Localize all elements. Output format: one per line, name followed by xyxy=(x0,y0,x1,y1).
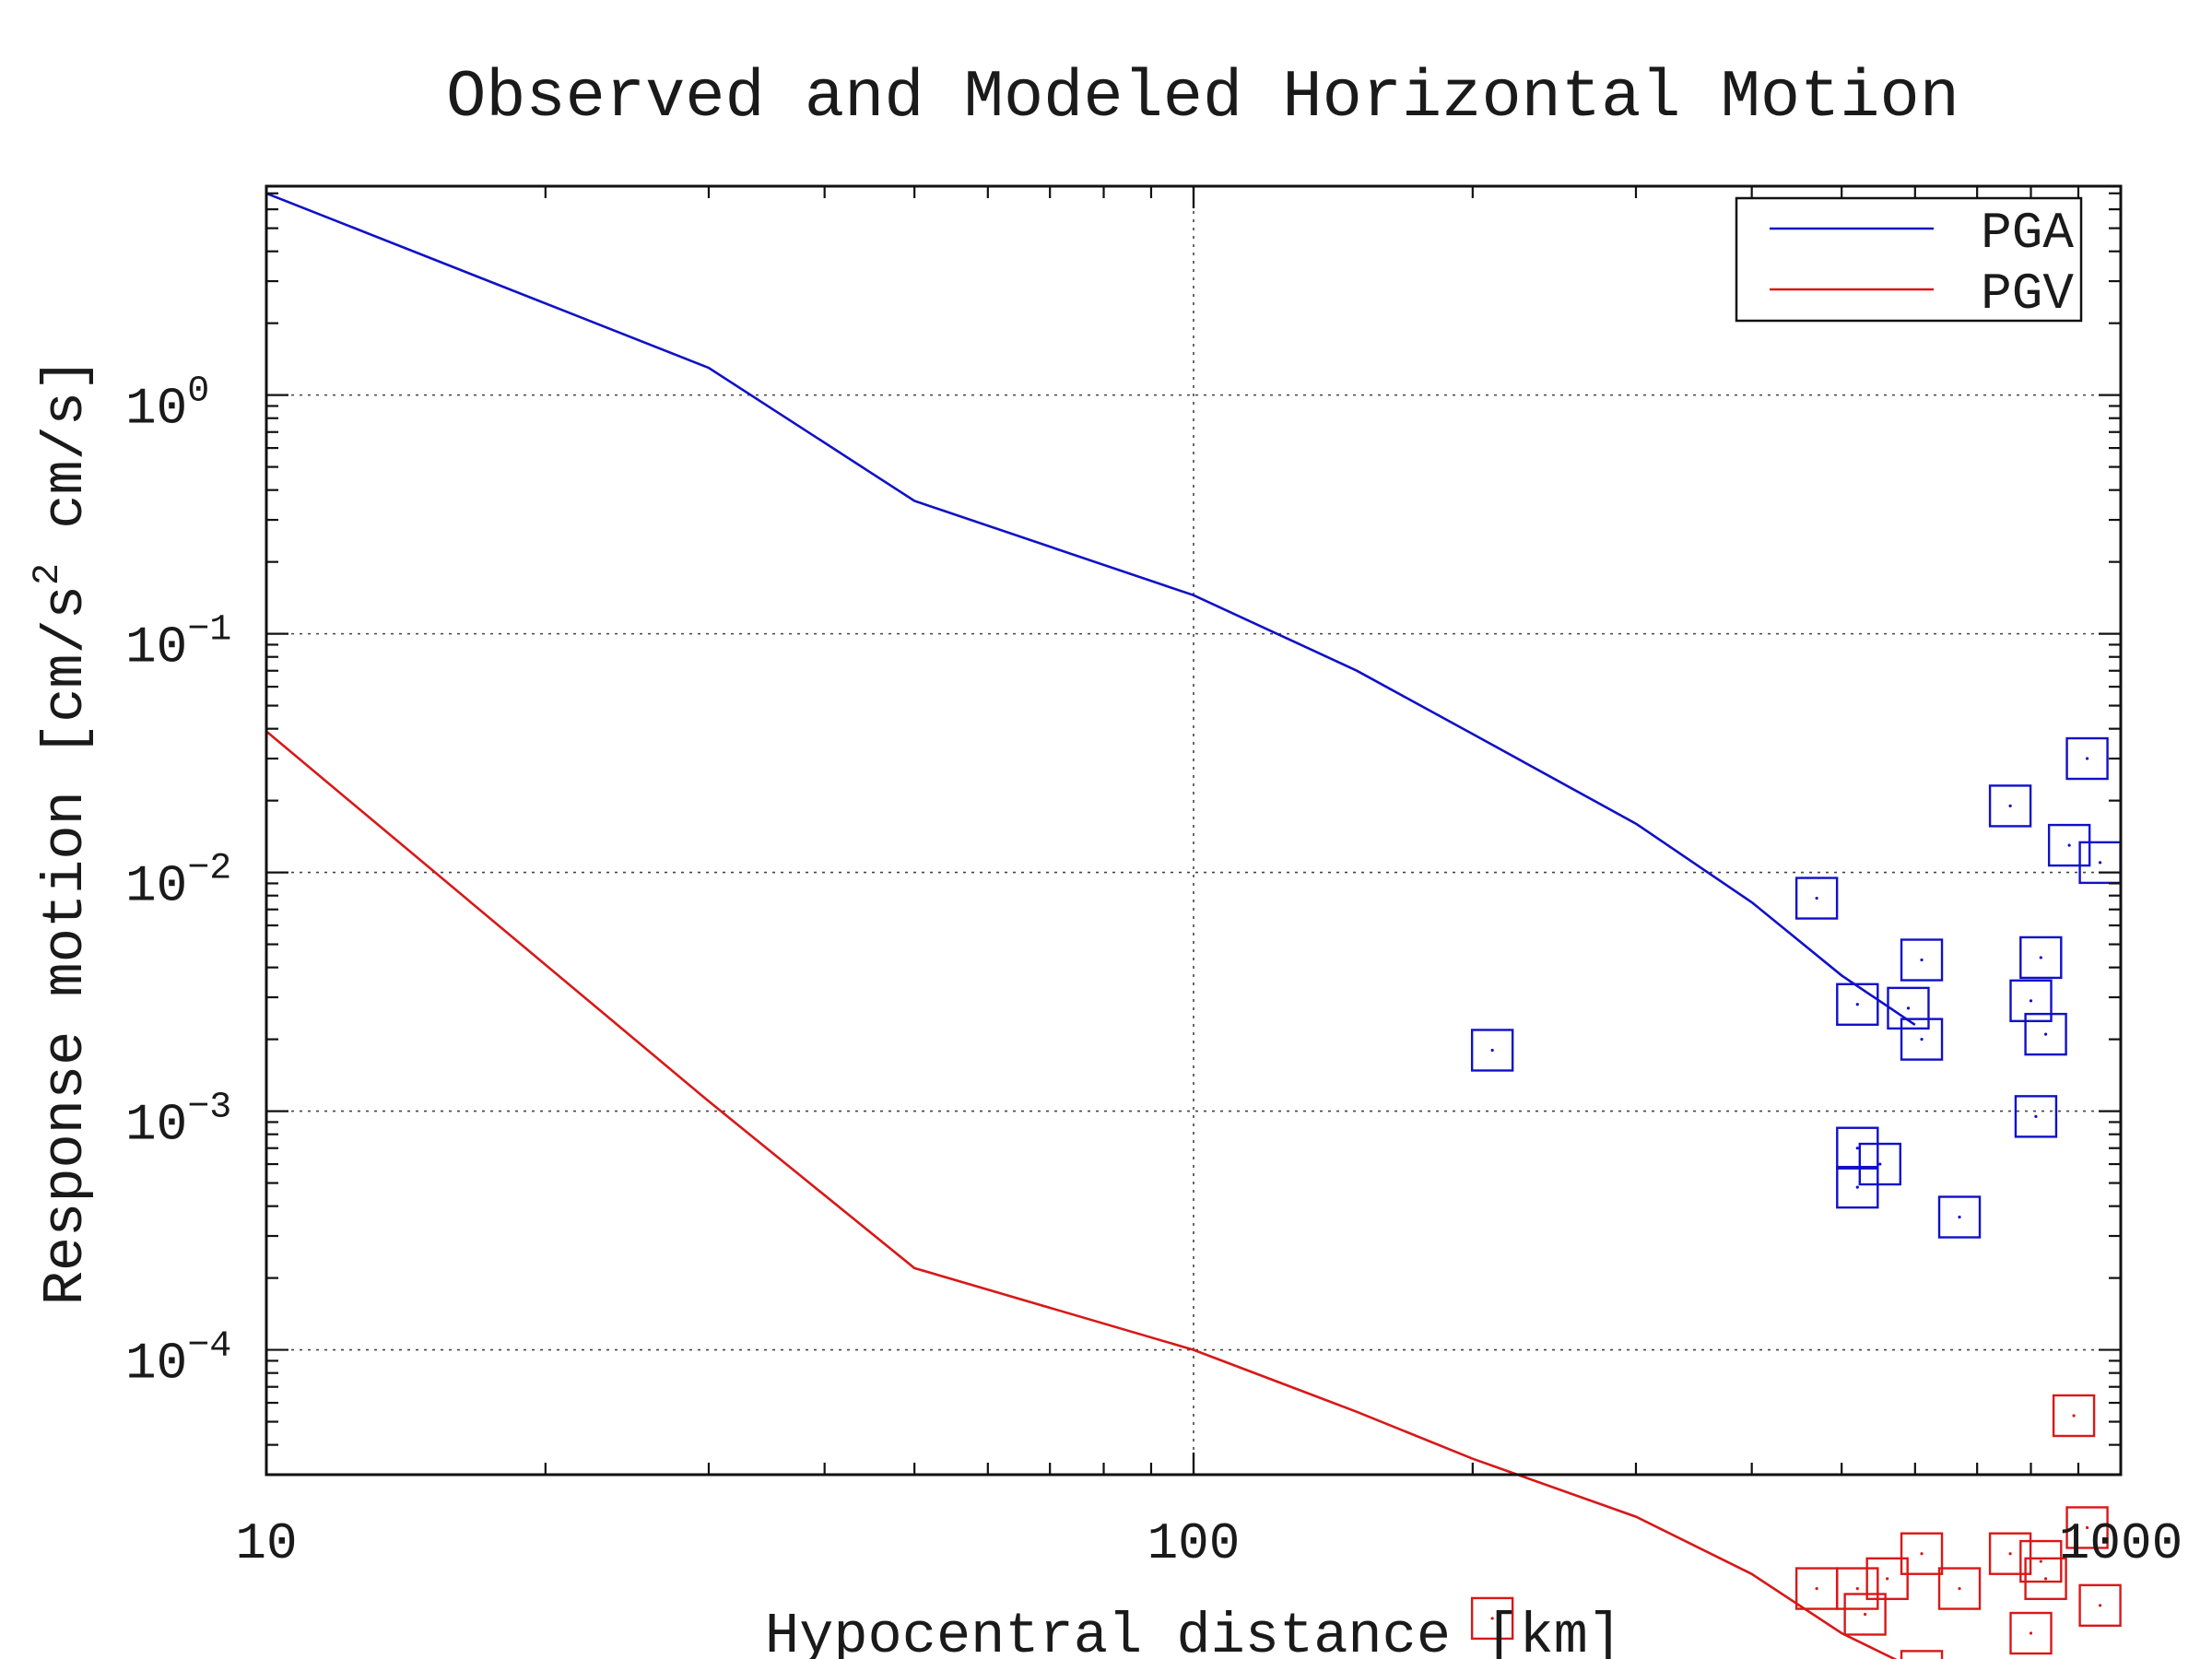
y-tick-exponent: −1 xyxy=(187,610,231,652)
data-point-center-pgv xyxy=(1490,1617,1494,1620)
data-point-pgv xyxy=(1843,1593,1887,1636)
data-point-center-pga xyxy=(1920,958,1924,962)
y-tick-label: 10−2 xyxy=(125,849,231,916)
y-tick-base: 10 xyxy=(125,1096,187,1155)
data-point-pga xyxy=(2065,736,2109,781)
y-tick-base: 10 xyxy=(125,618,187,677)
data-point-center-pga xyxy=(1490,1048,1494,1053)
data-point-pgv xyxy=(2065,1506,2109,1549)
data-point-center-pga xyxy=(2098,861,2102,865)
data-point-pga xyxy=(1858,1142,1902,1186)
legend-label-pgv: PGV xyxy=(1981,265,2074,324)
data-point-center-pgv xyxy=(1815,1586,1818,1591)
y-tick-base: 10 xyxy=(125,1335,187,1394)
legend-box xyxy=(1735,196,2083,323)
data-point-pga xyxy=(2019,935,2063,980)
data-point-center-pga xyxy=(2029,999,2033,1003)
y-tick-base: 10 xyxy=(125,857,187,916)
data-point-pga xyxy=(1900,1018,1944,1061)
data-point-center-pgv xyxy=(2085,1525,2089,1530)
x-tick-label: 1000 xyxy=(2059,1514,2183,1573)
data-point-pgv xyxy=(1836,1567,1879,1610)
data-point-pga xyxy=(1836,982,1879,1026)
data-point-pga xyxy=(1887,986,1930,1030)
data-point-pgv xyxy=(2009,1611,2053,1655)
data-point-pgv xyxy=(1865,1557,1909,1601)
data-point-pga xyxy=(1470,1029,1514,1072)
gridlines xyxy=(266,186,2121,1475)
y-tick-exponent: 0 xyxy=(187,371,209,413)
data-point-center-pga xyxy=(1906,1006,1911,1010)
y-tick-label: 10−4 xyxy=(125,1326,231,1394)
data-point-center-pgv xyxy=(1958,1586,1961,1591)
data-point-pgv xyxy=(2019,1539,2063,1583)
y-tick-exponent: −4 xyxy=(187,1326,231,1368)
data-point-center-pgv xyxy=(2039,1559,2042,1563)
data-point-pgv xyxy=(1988,1532,2032,1575)
data-point-pga xyxy=(1937,1195,1982,1239)
data-point-center-pgv xyxy=(2098,1604,2102,1607)
data-point-pga xyxy=(2024,1012,2067,1056)
y-axis-label-main: Response motion [cm/s xyxy=(33,585,99,1305)
data-point-center-pga xyxy=(1920,1038,1924,1041)
data-point-center-pgv xyxy=(2029,1631,2033,1635)
data-point-center-pgv xyxy=(2008,1552,2012,1556)
data-point-center-pga xyxy=(2008,804,2012,808)
data-point-center-pgv xyxy=(2072,1414,2076,1418)
data-point-center-pgv xyxy=(1855,1586,1859,1591)
data-point-center-pga xyxy=(2039,956,2042,959)
y-tick-label: 10−3 xyxy=(125,1088,231,1155)
data-point-center-pga xyxy=(1878,1162,1882,1166)
data-point-pgv xyxy=(2052,1394,2096,1438)
y-axis-label-suffix: cm/s] xyxy=(33,358,99,563)
data-point-pga xyxy=(1794,877,1839,920)
data-point-center-pga xyxy=(1855,1003,1859,1006)
x-tick-label: 100 xyxy=(1147,1514,1241,1573)
x-tick-label: 10 xyxy=(235,1514,297,1573)
data-point-center-pgv xyxy=(1864,1612,1867,1617)
y-tick-exponent: −2 xyxy=(187,849,231,890)
data-point-pga xyxy=(1836,1165,1879,1209)
data-point-pgv xyxy=(2078,1583,2122,1628)
y-axis-label: Response motion [cm/s2 cm/s] xyxy=(28,358,99,1306)
data-point-pgv xyxy=(1470,1596,1514,1641)
y-tick-base: 10 xyxy=(125,380,187,439)
legend: PGA PGV xyxy=(1735,196,2083,324)
y-tick-exponent: −3 xyxy=(187,1088,231,1129)
data-point-center-pgv xyxy=(1886,1577,1889,1581)
chart-title: Observed and Modeled Horizontal Motion xyxy=(446,60,1959,135)
data-point-pga xyxy=(1900,938,1944,982)
data-point-pgv xyxy=(1900,1650,1944,1659)
x-axis-label: Hypocentral distance [km] xyxy=(765,1604,1622,1659)
series-line-pga xyxy=(265,192,1916,1026)
data-point-center-pga xyxy=(2085,757,2089,760)
data-point-center-pga xyxy=(1958,1215,1961,1219)
data-point-center-pga xyxy=(2034,1114,2038,1118)
data-point-center-pga xyxy=(1855,1185,1859,1189)
y-axis-label-superscript: 2 xyxy=(28,563,69,585)
data-point-center-pgv xyxy=(1920,1552,1924,1556)
data-point-center-pga xyxy=(1855,1147,1859,1150)
data-point-pgv xyxy=(1937,1567,1982,1610)
data-point-center-pga xyxy=(2043,1032,2048,1036)
data-point-center-pga xyxy=(2067,843,2071,847)
data-point-center-pga xyxy=(1815,896,1818,900)
data-point-pga xyxy=(1988,784,2032,828)
data-point-pga xyxy=(2014,1095,2058,1138)
legend-label-pga: PGA xyxy=(1981,204,2074,263)
data-point-pgv xyxy=(1900,1532,1944,1575)
data-point-pga xyxy=(2009,979,2053,1023)
data-point-pgv xyxy=(2024,1557,2067,1601)
data-point-pga xyxy=(1836,1126,1879,1170)
y-tick-label: 10−1 xyxy=(125,610,231,677)
data-point-pga xyxy=(2047,823,2091,867)
data-point-center-pgv xyxy=(2043,1577,2048,1581)
y-tick-label: 100 xyxy=(125,371,209,439)
